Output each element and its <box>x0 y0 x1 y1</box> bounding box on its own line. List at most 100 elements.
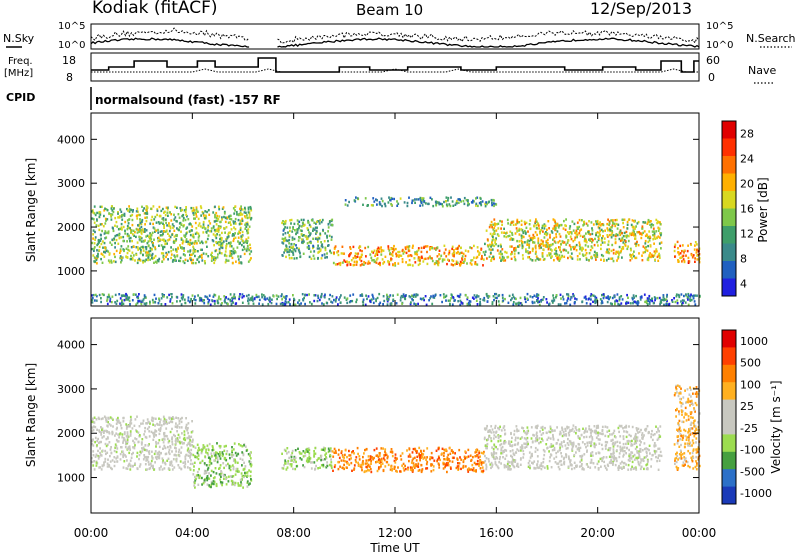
echo-cell <box>142 447 144 450</box>
echo-cell <box>130 257 132 261</box>
echo-cell <box>658 236 661 239</box>
echo-cell <box>450 467 452 470</box>
echo-cell <box>185 417 187 420</box>
echo-cell <box>511 297 513 300</box>
echo-cell <box>493 232 495 235</box>
echo-cell <box>93 246 96 249</box>
echo-cell <box>214 467 217 470</box>
echo-cell <box>410 301 412 304</box>
echo-cell <box>194 446 197 449</box>
cpid-value: normalsound (fast) -157 RF <box>95 93 281 107</box>
echo-cell <box>145 248 148 251</box>
echo-cell <box>303 223 306 227</box>
echo-cell <box>153 238 155 241</box>
echo-cell <box>184 463 187 466</box>
echo-cell <box>244 240 247 244</box>
echo-cell <box>452 259 455 263</box>
echo-cell <box>545 298 548 301</box>
echo-cell <box>169 298 172 301</box>
echo-cell <box>229 250 232 253</box>
echo-cell <box>290 222 292 225</box>
echo-cell <box>178 259 180 262</box>
echo-cell <box>230 223 232 226</box>
echo-cell <box>497 227 500 230</box>
echo-cell <box>181 242 184 245</box>
echo-cell <box>408 259 411 262</box>
echo-cell <box>496 223 498 226</box>
echo-cell <box>229 465 232 468</box>
echo-cell <box>189 456 191 459</box>
echo-cell <box>285 246 288 250</box>
echo-cell <box>377 250 380 253</box>
echo-cell <box>466 468 469 471</box>
echo-cell <box>456 458 459 461</box>
echo-cell <box>471 463 474 467</box>
echo-cell <box>320 458 322 462</box>
echo-cell <box>462 199 465 203</box>
echo-cell <box>315 222 317 225</box>
echo-cell <box>333 252 335 256</box>
echo-cell <box>578 232 581 235</box>
echo-cell <box>196 443 199 446</box>
echo-cell <box>644 234 647 238</box>
echo-cell <box>122 239 125 243</box>
echo-cell <box>321 254 324 257</box>
echo-cell <box>575 230 578 234</box>
echo-cell <box>528 234 531 238</box>
echo-cell <box>342 261 344 264</box>
echo-cell <box>235 302 238 305</box>
echo-cell <box>317 220 320 223</box>
echo-cell <box>161 468 164 471</box>
echo-cell <box>190 253 192 257</box>
echo-cell <box>136 231 139 234</box>
echo-cell <box>551 255 553 258</box>
echo-cell <box>225 483 228 486</box>
echo-cell <box>540 239 543 242</box>
echo-cell <box>126 232 129 236</box>
echo-cell <box>453 249 455 252</box>
echo-cell <box>575 243 578 247</box>
echo-cell <box>543 227 546 230</box>
echo-cell <box>137 210 139 213</box>
echo-cell <box>241 248 244 252</box>
echo-cell <box>601 293 603 297</box>
echo-cell <box>522 456 525 459</box>
echo-cell <box>221 454 224 458</box>
echo-cell <box>421 455 424 458</box>
echo-cell <box>116 440 119 443</box>
echo-cell <box>236 461 239 464</box>
echo-cell <box>592 223 595 226</box>
echo-cell <box>422 457 425 460</box>
echo-cell <box>191 229 193 232</box>
echo-cell <box>119 248 122 251</box>
echo-cell <box>98 466 101 469</box>
echo-cell <box>422 297 425 300</box>
echo-cell <box>412 295 415 298</box>
echo-cell <box>248 225 251 228</box>
echo-cell <box>359 256 361 259</box>
echo-cell <box>182 219 185 222</box>
echo-cell <box>494 292 496 296</box>
echo-cell <box>511 233 514 236</box>
echo-cell <box>381 462 384 465</box>
echo-cell <box>239 231 241 235</box>
echo-cell <box>412 457 415 460</box>
echo-cell <box>630 254 633 257</box>
echo-cell <box>570 231 573 234</box>
echo-cell <box>92 450 95 453</box>
echo-cell <box>476 459 479 463</box>
echo-cell <box>230 254 233 257</box>
colorbar-swatch <box>722 261 736 279</box>
echo-cell <box>218 243 220 247</box>
echo-cell <box>308 459 311 462</box>
echo-cell <box>226 216 229 219</box>
echo-cell <box>136 246 139 249</box>
echo-cell <box>152 419 154 423</box>
echo-cell <box>362 300 365 304</box>
echo-cell <box>433 247 436 250</box>
echo-cell <box>662 294 665 297</box>
echo-cell <box>213 302 216 305</box>
echo-cell <box>118 234 120 237</box>
echo-cell <box>572 240 575 243</box>
echo-cell <box>597 244 599 247</box>
